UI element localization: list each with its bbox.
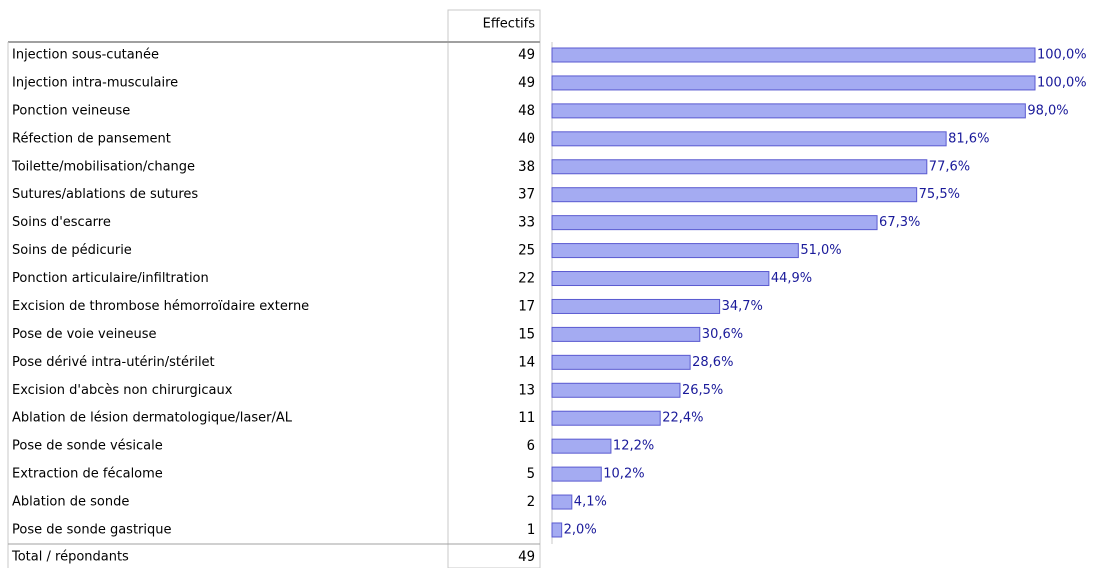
bar bbox=[551, 47, 1036, 63]
row-label: Extraction de fécalome bbox=[12, 467, 163, 482]
bar bbox=[551, 215, 878, 231]
bar bbox=[551, 466, 602, 482]
value-label: 98,0% bbox=[1027, 103, 1068, 118]
count: 6 bbox=[527, 438, 535, 454]
bar bbox=[551, 438, 612, 454]
value-label: 4,1% bbox=[574, 495, 607, 510]
count: 13 bbox=[518, 382, 535, 398]
total-label: Total / répondants bbox=[11, 550, 129, 565]
value-label: 67,3% bbox=[879, 215, 920, 230]
count: 40 bbox=[518, 131, 535, 147]
bar bbox=[551, 159, 928, 175]
row-label: Ablation de sonde bbox=[12, 495, 129, 510]
bar bbox=[551, 354, 691, 370]
value-label: 100,0% bbox=[1037, 48, 1087, 63]
value-label: 75,5% bbox=[919, 187, 960, 202]
value-label: 100,0% bbox=[1037, 75, 1087, 90]
value-label: 26,5% bbox=[682, 383, 723, 398]
count: 48 bbox=[518, 103, 535, 119]
row-label: Ablation de lésion dermatologique/laser/… bbox=[12, 411, 293, 426]
count: 5 bbox=[527, 466, 535, 482]
value-label: 34,7% bbox=[722, 299, 763, 314]
value-label: 44,9% bbox=[771, 271, 812, 286]
count: 15 bbox=[518, 326, 535, 342]
row-label: Soins de pédicurie bbox=[12, 243, 132, 258]
bar bbox=[551, 326, 701, 342]
column-header: Effectifs bbox=[483, 17, 536, 32]
row-label: Excision de thrombose hémorroïdaire exte… bbox=[12, 299, 309, 314]
value-label: 10,2% bbox=[603, 467, 644, 482]
value-label: 12,2% bbox=[613, 439, 654, 454]
count: 37 bbox=[518, 187, 535, 203]
count: 1 bbox=[527, 522, 535, 538]
count: 14 bbox=[518, 354, 535, 370]
row-label: Réfection de pansement bbox=[12, 131, 171, 146]
bar bbox=[551, 75, 1036, 91]
value-label: 28,6% bbox=[692, 355, 733, 370]
count: 38 bbox=[518, 159, 535, 175]
total-count: 49 bbox=[518, 549, 535, 565]
bar bbox=[551, 382, 681, 398]
row-label: Ponction veineuse bbox=[12, 103, 130, 118]
bar bbox=[551, 522, 563, 538]
value-label: 22,4% bbox=[662, 411, 703, 426]
bar bbox=[551, 131, 947, 147]
bar bbox=[551, 103, 1026, 119]
row-label: Soins d'escarre bbox=[12, 215, 111, 230]
count: 17 bbox=[518, 298, 535, 314]
row-label: Sutures/ablations de sutures bbox=[12, 187, 198, 202]
count: 49 bbox=[518, 75, 535, 91]
bar bbox=[551, 271, 770, 287]
count: 22 bbox=[518, 271, 535, 287]
row-label: Pose dérivé intra-utérin/stérilet bbox=[12, 355, 215, 370]
row-label: Injection sous-cutanée bbox=[12, 48, 159, 63]
count: 25 bbox=[518, 243, 535, 259]
count: 49 bbox=[518, 47, 535, 63]
value-label: 81,6% bbox=[948, 131, 989, 146]
count: 2 bbox=[527, 494, 535, 510]
value-label: 51,0% bbox=[800, 243, 841, 258]
bar bbox=[551, 298, 721, 314]
value-label: 77,6% bbox=[929, 159, 970, 174]
count: 33 bbox=[518, 215, 535, 231]
bar bbox=[551, 187, 918, 203]
row-label: Pose de sonde gastrique bbox=[12, 522, 172, 537]
row-label: Toilette/mobilisation/change bbox=[11, 159, 195, 174]
count: 11 bbox=[518, 410, 535, 426]
row-label: Injection intra-musculaire bbox=[12, 75, 178, 90]
value-label: 30,6% bbox=[702, 327, 743, 342]
value-label: 2,0% bbox=[564, 522, 597, 537]
row-label: Pose de voie veineuse bbox=[12, 327, 157, 342]
bar bbox=[551, 243, 799, 259]
bar bbox=[551, 410, 661, 426]
bar bbox=[551, 494, 573, 510]
row-label: Pose de sonde vésicale bbox=[12, 439, 163, 454]
count-column-border bbox=[447, 9, 541, 568]
row-label: Ponction articulaire/infiltration bbox=[12, 271, 209, 286]
row-label: Excision d'abcès non chirurgicaux bbox=[12, 383, 233, 398]
